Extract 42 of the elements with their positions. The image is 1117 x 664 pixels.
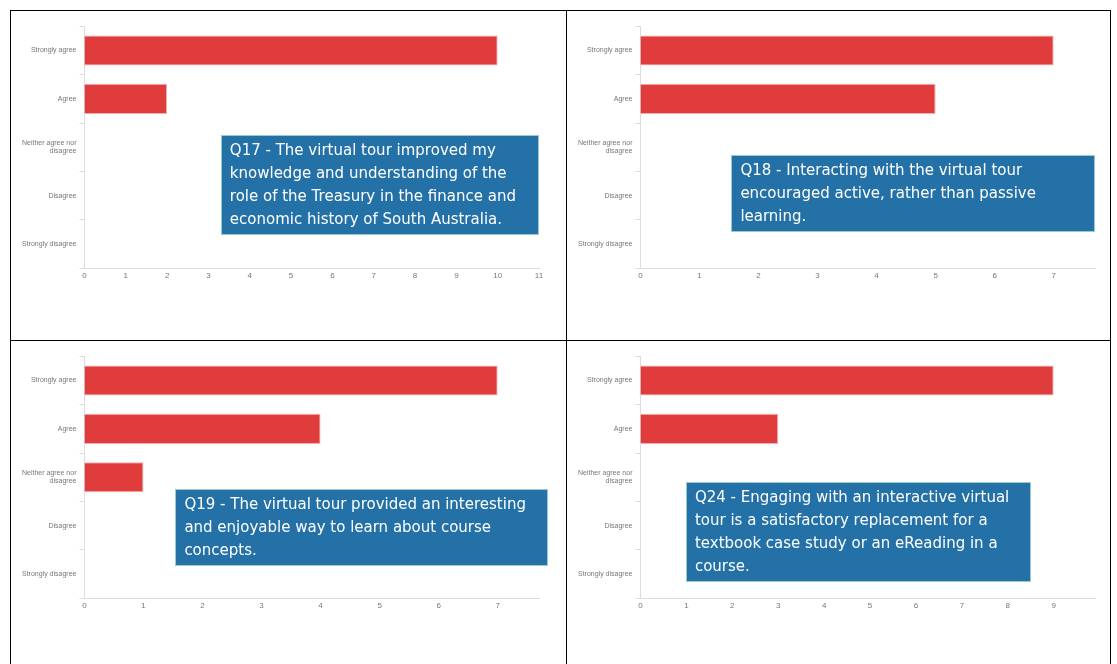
x-tick-label: 8 (412, 271, 418, 281)
x-tick-label: 5 (867, 601, 873, 611)
x-tick-label: 6 (913, 601, 919, 611)
caption-panel: Q17 - The virtual tour improved my knowledge and understanding of the role of the Treasury in the finance and economic history of South Australia. (220, 135, 539, 236)
x-tick-label: 3 (775, 601, 781, 611)
x-tick-label: 6 (436, 601, 442, 611)
x-tick-label: 3 (259, 601, 265, 611)
x-tick-label: 1 (684, 601, 690, 611)
x-tick-label: 4 (874, 271, 880, 281)
x-tick-label: 4 (247, 271, 253, 281)
x-tick-label: 3 (815, 271, 821, 281)
x-tick-label: 2 (200, 601, 206, 611)
x-tick-label: 0 (638, 271, 644, 281)
x-tick-label: 6 (330, 271, 336, 281)
x-tick-label: 7 (495, 601, 501, 611)
x-tick-label: 2 (730, 601, 736, 611)
x-tick-label: 9 (1051, 601, 1057, 611)
x-tick-label: 7 (371, 271, 377, 281)
caption-panel: Q18 - Interacting with the virtual tour encouraged active, rather than passive learning. (731, 154, 1095, 232)
x-tick-label: 3 (206, 271, 212, 281)
x-tick-label: 0 (82, 601, 88, 611)
x-tick-label: 5 (933, 271, 939, 281)
x-tick-label: 5 (288, 271, 294, 281)
x-tick-label: 10 (493, 271, 503, 281)
x-tick-label: 2 (164, 271, 170, 281)
x-tick-label: 7 (1051, 271, 1057, 281)
x-tick-label: 7 (959, 601, 965, 611)
x-tick-label: 4 (821, 601, 827, 611)
x-tick-label: 5 (377, 601, 383, 611)
caption-panel: Q24 - Engaging with an interactive virtual tour is a satisfactory replacement for a textbook case study or an eReading in a course. (685, 482, 1032, 583)
x-tick-label: 4 (318, 601, 324, 611)
x-tick-label: 8 (1005, 601, 1011, 611)
caption-panel: Q19 - The virtual tour provided an interesting and enjoyable way to learn about course concepts. (175, 489, 549, 567)
x-tick-label: 11 (534, 271, 544, 281)
x-tick-label: 0 (82, 271, 88, 281)
x-tick-label: 9 (454, 271, 460, 281)
x-tick-label: 2 (756, 271, 762, 281)
x-tick-label: 6 (992, 271, 998, 281)
x-tick-label: 1 (123, 271, 129, 281)
x-tick-label: 0 (638, 601, 644, 611)
x-tick-label: 1 (697, 271, 703, 281)
x-tick-label: 1 (141, 601, 147, 611)
